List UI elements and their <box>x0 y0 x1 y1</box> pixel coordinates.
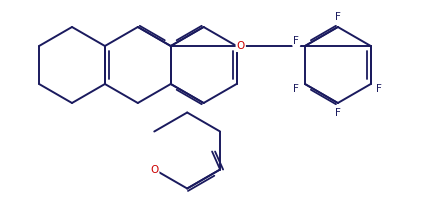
Text: F: F <box>293 36 299 46</box>
Text: O: O <box>150 164 158 174</box>
Text: F: F <box>377 84 382 94</box>
Text: F: F <box>293 84 299 94</box>
Text: O: O <box>237 41 245 51</box>
Text: F: F <box>335 12 341 22</box>
Text: F: F <box>335 108 341 118</box>
